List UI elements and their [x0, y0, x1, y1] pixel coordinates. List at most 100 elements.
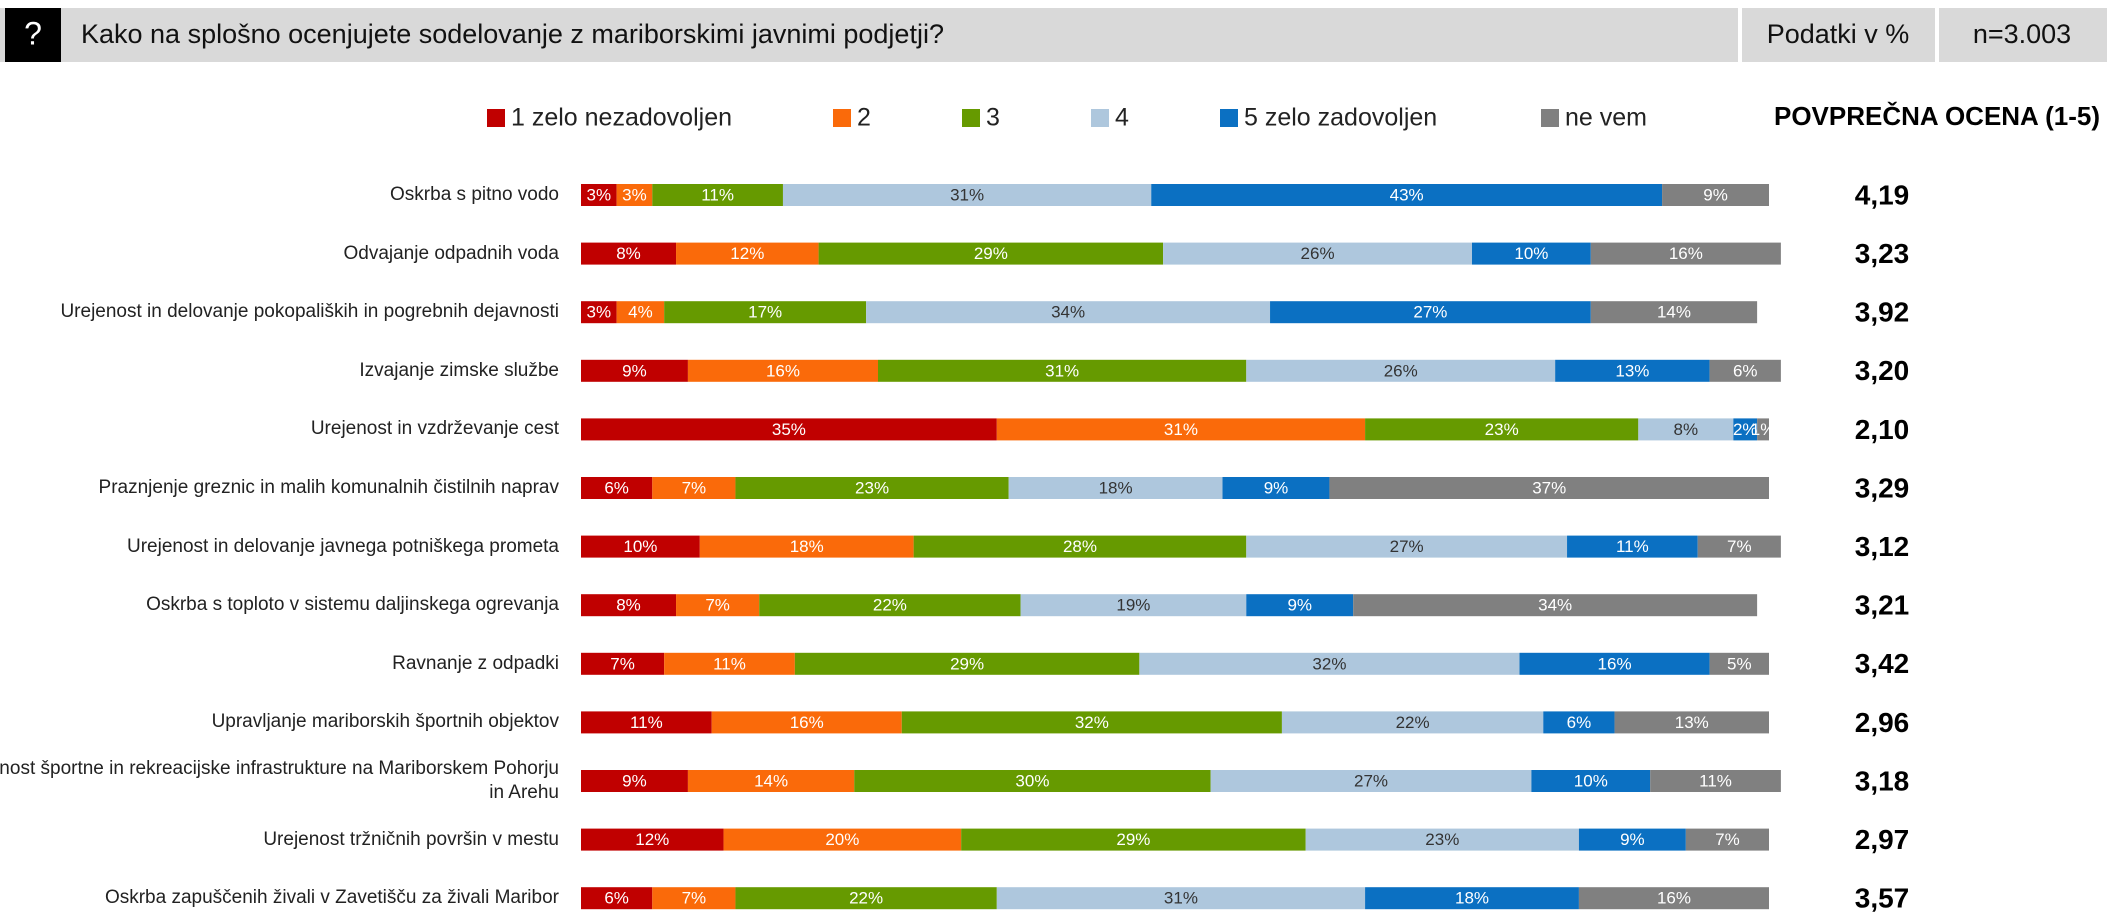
bar-segment [1281, 711, 1544, 734]
bar-segment [1685, 828, 1769, 851]
legend-label: 2 [857, 104, 871, 132]
segment-label: 22% [873, 596, 907, 615]
bar-segment [581, 418, 997, 441]
bar-segment [652, 184, 783, 206]
segment-label: 14% [754, 771, 788, 790]
category-label: Upravljanje mariborskih športnih objekto… [211, 711, 559, 733]
segment-label: 9% [1703, 185, 1728, 204]
average-value: 3,12 [1855, 531, 1910, 562]
category-label: Izvajanje zimske službe [359, 359, 559, 381]
segment-label: 7% [705, 596, 730, 615]
segment-label: 22% [1396, 713, 1430, 732]
bar-segment [1555, 359, 1710, 382]
bar-segment [581, 828, 724, 851]
segment-label: 6% [604, 478, 629, 497]
segment-label: 5% [1727, 654, 1752, 673]
segment-label: 4% [628, 303, 653, 322]
icon-box [5, 8, 61, 62]
segment-label: 20% [825, 830, 859, 849]
bar-segment [759, 594, 1021, 617]
segment-label: 34% [1051, 303, 1085, 322]
segment-label: 7% [610, 654, 635, 673]
legend-swatch [1091, 109, 1109, 127]
bar-segment [1210, 770, 1532, 792]
bar-segment [818, 242, 1164, 265]
category-label: Odvajanje odpadnih voda [343, 242, 559, 264]
bar-segment [723, 828, 962, 851]
average-value: 3,21 [1855, 590, 1910, 621]
bar-segment [581, 242, 677, 265]
bar-segment [581, 301, 617, 324]
bar-segment [652, 477, 736, 499]
average-value: 3,23 [1855, 238, 1910, 269]
segment-label: 8% [616, 596, 641, 615]
category-label: Oskrba zapuščenih živali v Zavetišču za … [104, 887, 559, 909]
segment-label: 1% [1751, 420, 1776, 439]
bar-segment [1222, 477, 1330, 499]
bar-segment [913, 535, 1247, 558]
data-unit: Podatki v % [1767, 19, 1910, 49]
bar-segment [878, 359, 1247, 382]
segment-label: 28% [1063, 537, 1097, 556]
legend-swatch [487, 109, 505, 127]
segment-label: 9% [622, 361, 647, 380]
segment-label: 10% [623, 537, 657, 556]
segment-label: 27% [1413, 303, 1447, 322]
category-label: Oskrba s toploto v sistemu daljinskega o… [146, 594, 559, 616]
bar-segment [996, 887, 1366, 910]
segment-label: 2% [1733, 420, 1758, 439]
bar-segment [1709, 359, 1781, 382]
bar-segment [1139, 652, 1520, 675]
legend-label: ne vem [1565, 104, 1647, 132]
bar-segment [1246, 594, 1354, 617]
legend-label: 4 [1115, 104, 1129, 132]
bar-segment [687, 359, 878, 382]
segment-label: 9% [622, 771, 647, 790]
segment-label: 9% [1264, 478, 1289, 497]
bar-segment [1353, 594, 1758, 617]
bar-segment [1163, 242, 1472, 265]
legend-label: 3 [986, 104, 1000, 132]
segment-label: 43% [1390, 185, 1424, 204]
bar-segment [854, 770, 1211, 792]
segment-label: 37% [1532, 478, 1566, 497]
segment-label: 11% [713, 654, 746, 673]
average-value: 3,18 [1855, 765, 1910, 796]
segment-label: 3% [622, 185, 647, 204]
segment-label: 7% [1727, 537, 1752, 556]
bar-segment [866, 301, 1271, 324]
segment-label: 12% [730, 244, 764, 263]
bar-segment [581, 535, 700, 558]
average-value: 3,57 [1855, 883, 1910, 912]
bar-segment [1590, 242, 1781, 265]
segment-label: 26% [1301, 244, 1335, 263]
segment-label: 23% [1485, 420, 1519, 439]
segment-label: 32% [1312, 654, 1346, 673]
icon: ? [24, 15, 42, 51]
average-value: 3,20 [1855, 355, 1910, 386]
average-value: 2,97 [1855, 824, 1910, 855]
bar-segment [1709, 652, 1769, 675]
bar-segment [1757, 418, 1769, 441]
bar-segment [581, 184, 617, 206]
segment-label: 31% [1045, 361, 1079, 380]
category-label: Urejenost in delovanje javnega potniškeg… [127, 535, 559, 557]
segment-label: 34% [1538, 596, 1572, 615]
bar-segment [1662, 184, 1769, 206]
legend-label: 1 zelo nezadovoljen [511, 104, 732, 132]
bar-segment [1246, 535, 1568, 558]
sample-size: n=3.003 [1973, 19, 2071, 49]
segment-label: 32% [1075, 713, 1109, 732]
segment-label: 31% [1164, 420, 1198, 439]
segment-label: 11% [630, 713, 663, 732]
bar-segment [735, 477, 1009, 499]
segment-label: 10% [1514, 244, 1548, 263]
segment-label: 16% [1657, 889, 1691, 908]
category-label: Oskrba s pitno vodo [390, 184, 559, 205]
segment-label: 19% [1116, 596, 1150, 615]
bar-segment [616, 184, 653, 206]
bar-segment [1567, 535, 1698, 558]
segment-label: 6% [1733, 361, 1758, 380]
segment-label: 16% [1669, 244, 1703, 263]
